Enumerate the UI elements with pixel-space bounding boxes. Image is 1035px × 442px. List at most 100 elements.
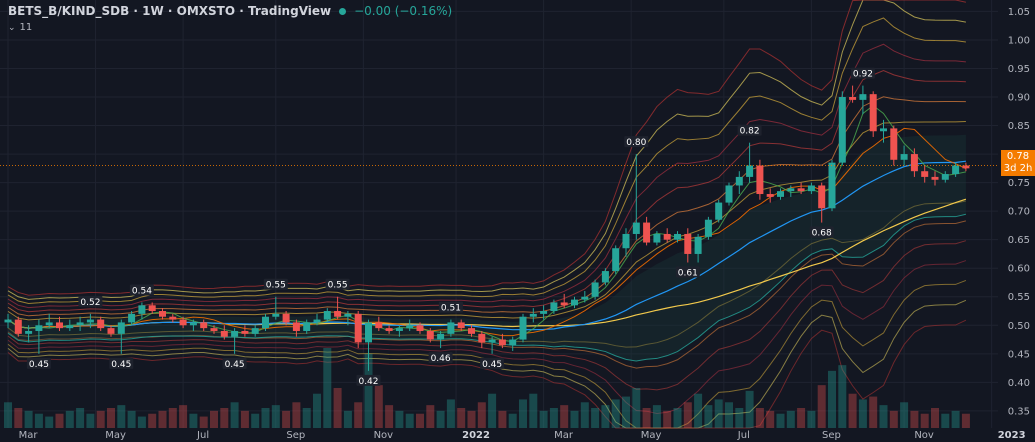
symbol-title[interactable]: BETS_B/KIND_SDB · 1W · OMXSTO · TradingV… (8, 4, 332, 18)
candle-body (941, 174, 949, 180)
high-low-label: 0.92 (853, 70, 873, 80)
candle-body (272, 313, 280, 317)
high-low-label-bg (624, 136, 649, 148)
candle-body (643, 222, 651, 243)
high-low-label-bg (129, 284, 154, 296)
band-upper-line (7, 69, 966, 313)
band-upper-line (7, 17, 966, 304)
candle-body (632, 222, 640, 234)
candle-body (756, 165, 764, 195)
candle-body (4, 319, 12, 323)
volume-bar (807, 410, 816, 428)
volume-bar (374, 385, 383, 428)
candle-body (807, 185, 815, 192)
candle-body (694, 236, 702, 254)
market-status-dot-icon (339, 7, 347, 15)
volume-bar (508, 413, 517, 428)
y-tick-label: 0.95 (1008, 64, 1030, 75)
volume-bar (786, 410, 795, 428)
candle-body (746, 165, 754, 177)
candle-body (622, 233, 630, 249)
high-low-label: 0.80 (626, 138, 646, 148)
volume-bar (354, 402, 363, 428)
volume-bar (900, 402, 909, 428)
high-low-label: 0.46 (431, 354, 451, 364)
candle-body (777, 191, 784, 197)
volume-bar (673, 408, 682, 428)
candle-body (56, 322, 63, 329)
candle-body (282, 313, 290, 323)
indicators-toggle[interactable]: ⌄ 11 (8, 22, 32, 33)
candle-body (128, 313, 136, 323)
candle-body (684, 233, 692, 254)
high-low-label: 0.51 (441, 304, 461, 314)
high-low-label-bg (263, 278, 288, 290)
candle-body (962, 165, 970, 169)
candle-body (303, 322, 311, 331)
volume-bar (611, 399, 620, 428)
volume-bar (817, 385, 826, 428)
candle-body (931, 176, 939, 180)
price-change: −0.00 (−0.16%) (354, 4, 453, 18)
candle-body (313, 319, 321, 323)
volume-bar (735, 408, 744, 428)
candle-body (478, 333, 486, 343)
high-low-label: 0.45 (111, 360, 131, 370)
volume-bar (858, 399, 867, 428)
volume-bar (313, 393, 321, 428)
volume-bar (477, 402, 486, 428)
band-lower-line (7, 200, 967, 348)
candle-body (354, 313, 362, 343)
chart-header: BETS_B/KIND_SDB · 1W · OMXSTO · TradingV… (8, 4, 452, 18)
volume-bar (549, 408, 558, 428)
high-low-label: 0.68 (812, 229, 832, 239)
band-upper-line (7, 120, 966, 321)
volume-bar (560, 405, 569, 428)
candle-body (529, 313, 537, 317)
candle-body (117, 322, 125, 334)
y-tick-label: 0.35 (1008, 406, 1030, 417)
x-tick-label: Mar (554, 430, 574, 441)
volume-bar (148, 413, 157, 428)
volume-bar (210, 410, 218, 428)
x-tick-label: May (641, 430, 662, 441)
volume-bar (251, 413, 260, 428)
envelope-fill (8, 134, 966, 361)
high-low-label-bg (325, 278, 350, 290)
volume-bar (416, 413, 424, 428)
candle-body (138, 305, 146, 314)
candle-body (704, 219, 712, 237)
high-low-label-bg (438, 301, 463, 313)
high-low-label: 0.61 (678, 269, 698, 279)
high-low-label-bg (428, 352, 453, 364)
chevron-down-icon[interactable]: ⌄ (8, 22, 16, 33)
volume-bar (323, 348, 332, 428)
candle-body (406, 325, 414, 329)
candle-body (766, 194, 774, 197)
candle-body (509, 339, 517, 346)
volume-bar (755, 408, 764, 428)
band-upper-line (7, 43, 966, 309)
volume-bar (158, 410, 167, 428)
volume-bar (961, 413, 970, 428)
high-low-label: 0.82 (740, 127, 760, 137)
volume-bar (364, 353, 373, 428)
candle-body (148, 305, 156, 312)
candle-body (488, 339, 496, 343)
volume-bar (601, 405, 610, 428)
candle-body (416, 325, 424, 331)
volume-bar (580, 402, 589, 428)
candle-body (200, 322, 208, 329)
volume-bar (55, 413, 64, 428)
y-tick-label: 0.70 (1008, 207, 1030, 218)
band-upper-line (7, 0, 967, 296)
y-tick-label: 0.85 (1008, 121, 1030, 132)
y-tick-label: 0.45 (1008, 349, 1030, 360)
volume-bar (168, 408, 177, 428)
volume-bar (725, 402, 733, 428)
volume-bar (261, 408, 270, 428)
volume-bar (271, 405, 280, 428)
high-low-label: 0.45 (482, 360, 502, 370)
volume-bar (14, 408, 23, 428)
